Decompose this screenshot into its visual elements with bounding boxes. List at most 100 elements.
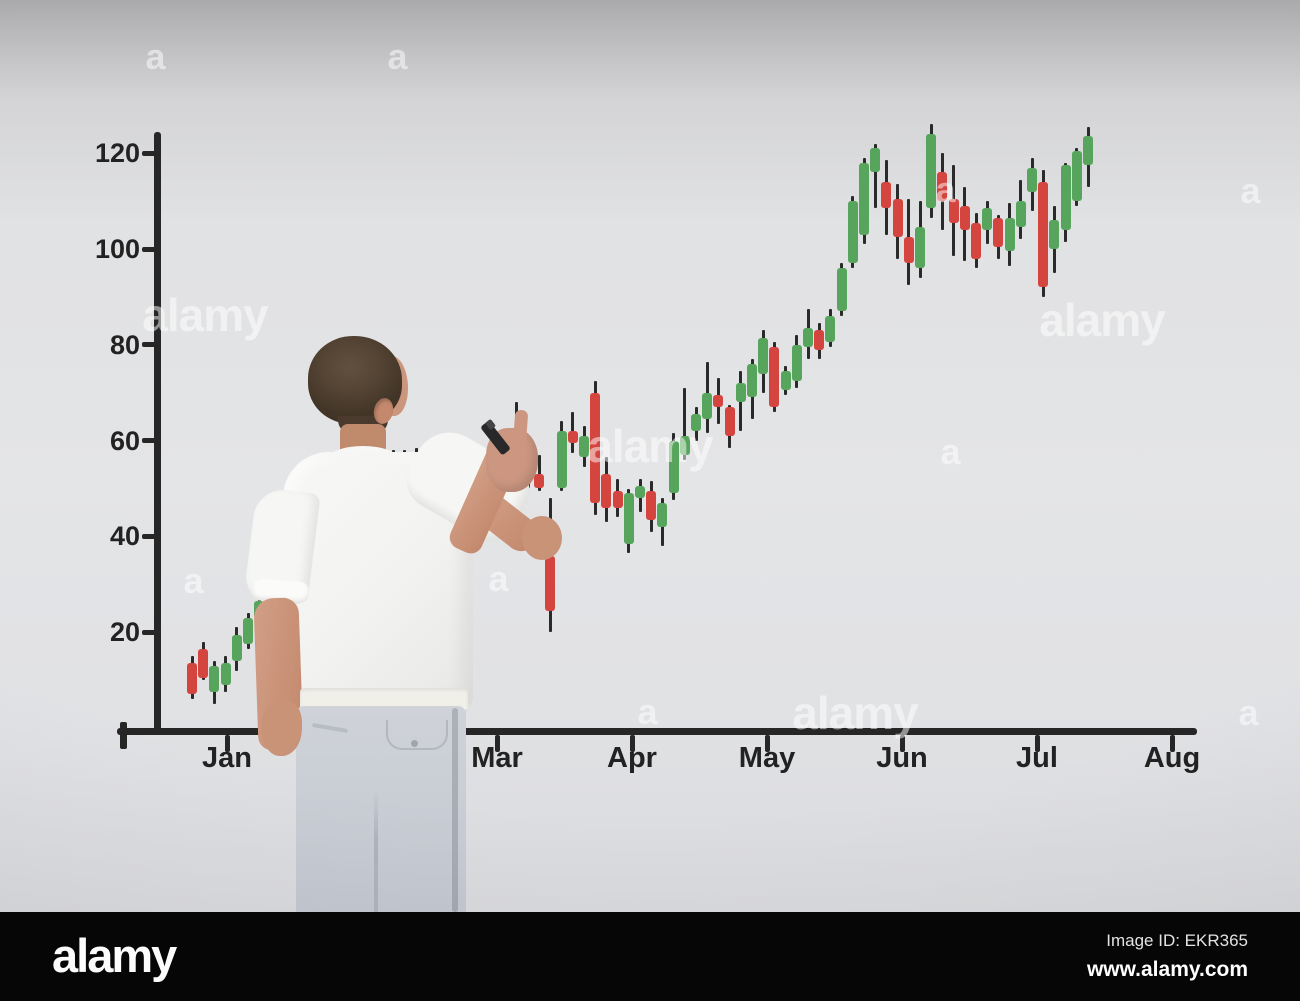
candle-up <box>702 392 713 420</box>
y-axis-tick <box>142 342 156 348</box>
y-axis-label: 80 <box>40 330 140 361</box>
candle-up <box>1060 165 1071 230</box>
businessman-figure <box>243 336 562 912</box>
candle-up <box>847 201 858 264</box>
candle-down <box>948 198 959 223</box>
y-axis-tick <box>142 246 156 252</box>
candle-down <box>601 474 612 508</box>
candle-up <box>1004 217 1015 252</box>
x-axis-tick <box>899 735 905 752</box>
x-axis-label: Jun <box>876 742 928 775</box>
candle-up <box>1015 201 1026 228</box>
candle-up <box>791 344 802 381</box>
footer-info: Image ID: EKR365 www.alamy.com <box>1087 931 1248 982</box>
candle-up <box>556 431 567 489</box>
candle-down <box>903 237 914 264</box>
candle-down <box>713 395 724 408</box>
candle-up <box>836 268 847 312</box>
candle-down <box>612 490 623 508</box>
candle-down <box>959 205 970 230</box>
y-axis-label: 60 <box>40 426 140 457</box>
axis-origin-tick <box>120 722 127 749</box>
candle-up <box>747 363 757 398</box>
x-axis-line <box>117 728 1197 735</box>
candle-down <box>971 222 981 259</box>
candle-up <box>870 148 881 173</box>
candle-up <box>1049 220 1060 249</box>
candle-up <box>915 227 925 269</box>
trouser-side-piping <box>452 708 458 912</box>
trouser-pocket-button <box>411 740 418 747</box>
candle-up <box>1027 167 1037 192</box>
candle-up <box>735 383 746 403</box>
candle-up <box>859 162 869 235</box>
candle-up <box>825 316 836 343</box>
x-axis-label: Mar <box>471 742 523 775</box>
candle-down <box>892 198 903 238</box>
candle-up <box>758 337 769 374</box>
candle-down <box>769 347 780 408</box>
x-axis-label: Jul <box>1016 742 1058 775</box>
candle-wick <box>873 143 877 209</box>
man-right-elbow <box>522 516 562 560</box>
candle-down <box>567 431 578 443</box>
candle-up <box>657 502 668 527</box>
candle-down <box>187 663 197 695</box>
candle-wick <box>683 387 687 460</box>
y-axis-label: 120 <box>40 138 140 169</box>
x-axis-tick <box>1169 735 1175 752</box>
candle-up <box>220 663 231 685</box>
x-axis-label: May <box>739 742 795 775</box>
x-axis-tick <box>1034 735 1040 752</box>
candle-up <box>231 634 242 661</box>
alamy-url-text: www.alamy.com <box>1086 958 1248 981</box>
candle-up <box>243 617 253 645</box>
x-axis-tick <box>224 735 230 752</box>
candle-up <box>668 440 679 494</box>
candle-down <box>881 181 892 209</box>
x-axis-label: Jan <box>202 742 252 775</box>
y-axis-line <box>154 132 161 735</box>
candle-down <box>534 474 545 489</box>
candle-down <box>724 407 735 436</box>
y-axis-label: 40 <box>40 521 140 552</box>
x-axis-tick <box>494 735 500 752</box>
candle-down <box>937 172 948 202</box>
y-axis-tick <box>142 533 156 539</box>
man-left-hand <box>262 700 302 756</box>
candle-up <box>1071 150 1082 202</box>
x-axis-tick <box>629 735 635 752</box>
candle-down <box>993 217 1004 247</box>
candle-down <box>590 392 601 503</box>
x-axis-tick <box>764 735 770 752</box>
candle-up <box>679 435 690 455</box>
y-axis-label: 20 <box>40 617 140 648</box>
candle-up <box>1083 136 1093 166</box>
candle-wick <box>537 454 541 491</box>
candle-down <box>814 330 825 350</box>
candle-up <box>691 414 701 431</box>
y-axis-tick <box>142 438 156 444</box>
alamy-footer-bar: alamy Image ID: EKR365 www.alamy.com <box>0 912 1300 1001</box>
candle-up <box>780 371 791 391</box>
candle-up <box>579 435 589 458</box>
candle-up <box>623 493 634 544</box>
trouser-leg-seam <box>374 790 378 912</box>
x-axis-label: Apr <box>607 742 657 775</box>
y-axis-tick <box>142 629 156 635</box>
candle-down <box>1038 181 1049 288</box>
candle-down <box>198 648 209 678</box>
candle-up <box>803 328 813 348</box>
candle-up <box>209 665 220 693</box>
trouser-pocket-flap <box>386 720 448 750</box>
y-axis-label: 100 <box>40 234 140 265</box>
image-id-text: Image ID: EKR365 <box>1106 931 1248 950</box>
candle-down <box>646 490 657 520</box>
candle-up <box>926 134 937 209</box>
candle-up <box>635 486 645 499</box>
y-axis-tick <box>142 150 156 156</box>
alamy-logo: alamy <box>52 929 177 982</box>
candle-down <box>545 555 556 611</box>
candle-up <box>982 208 993 230</box>
